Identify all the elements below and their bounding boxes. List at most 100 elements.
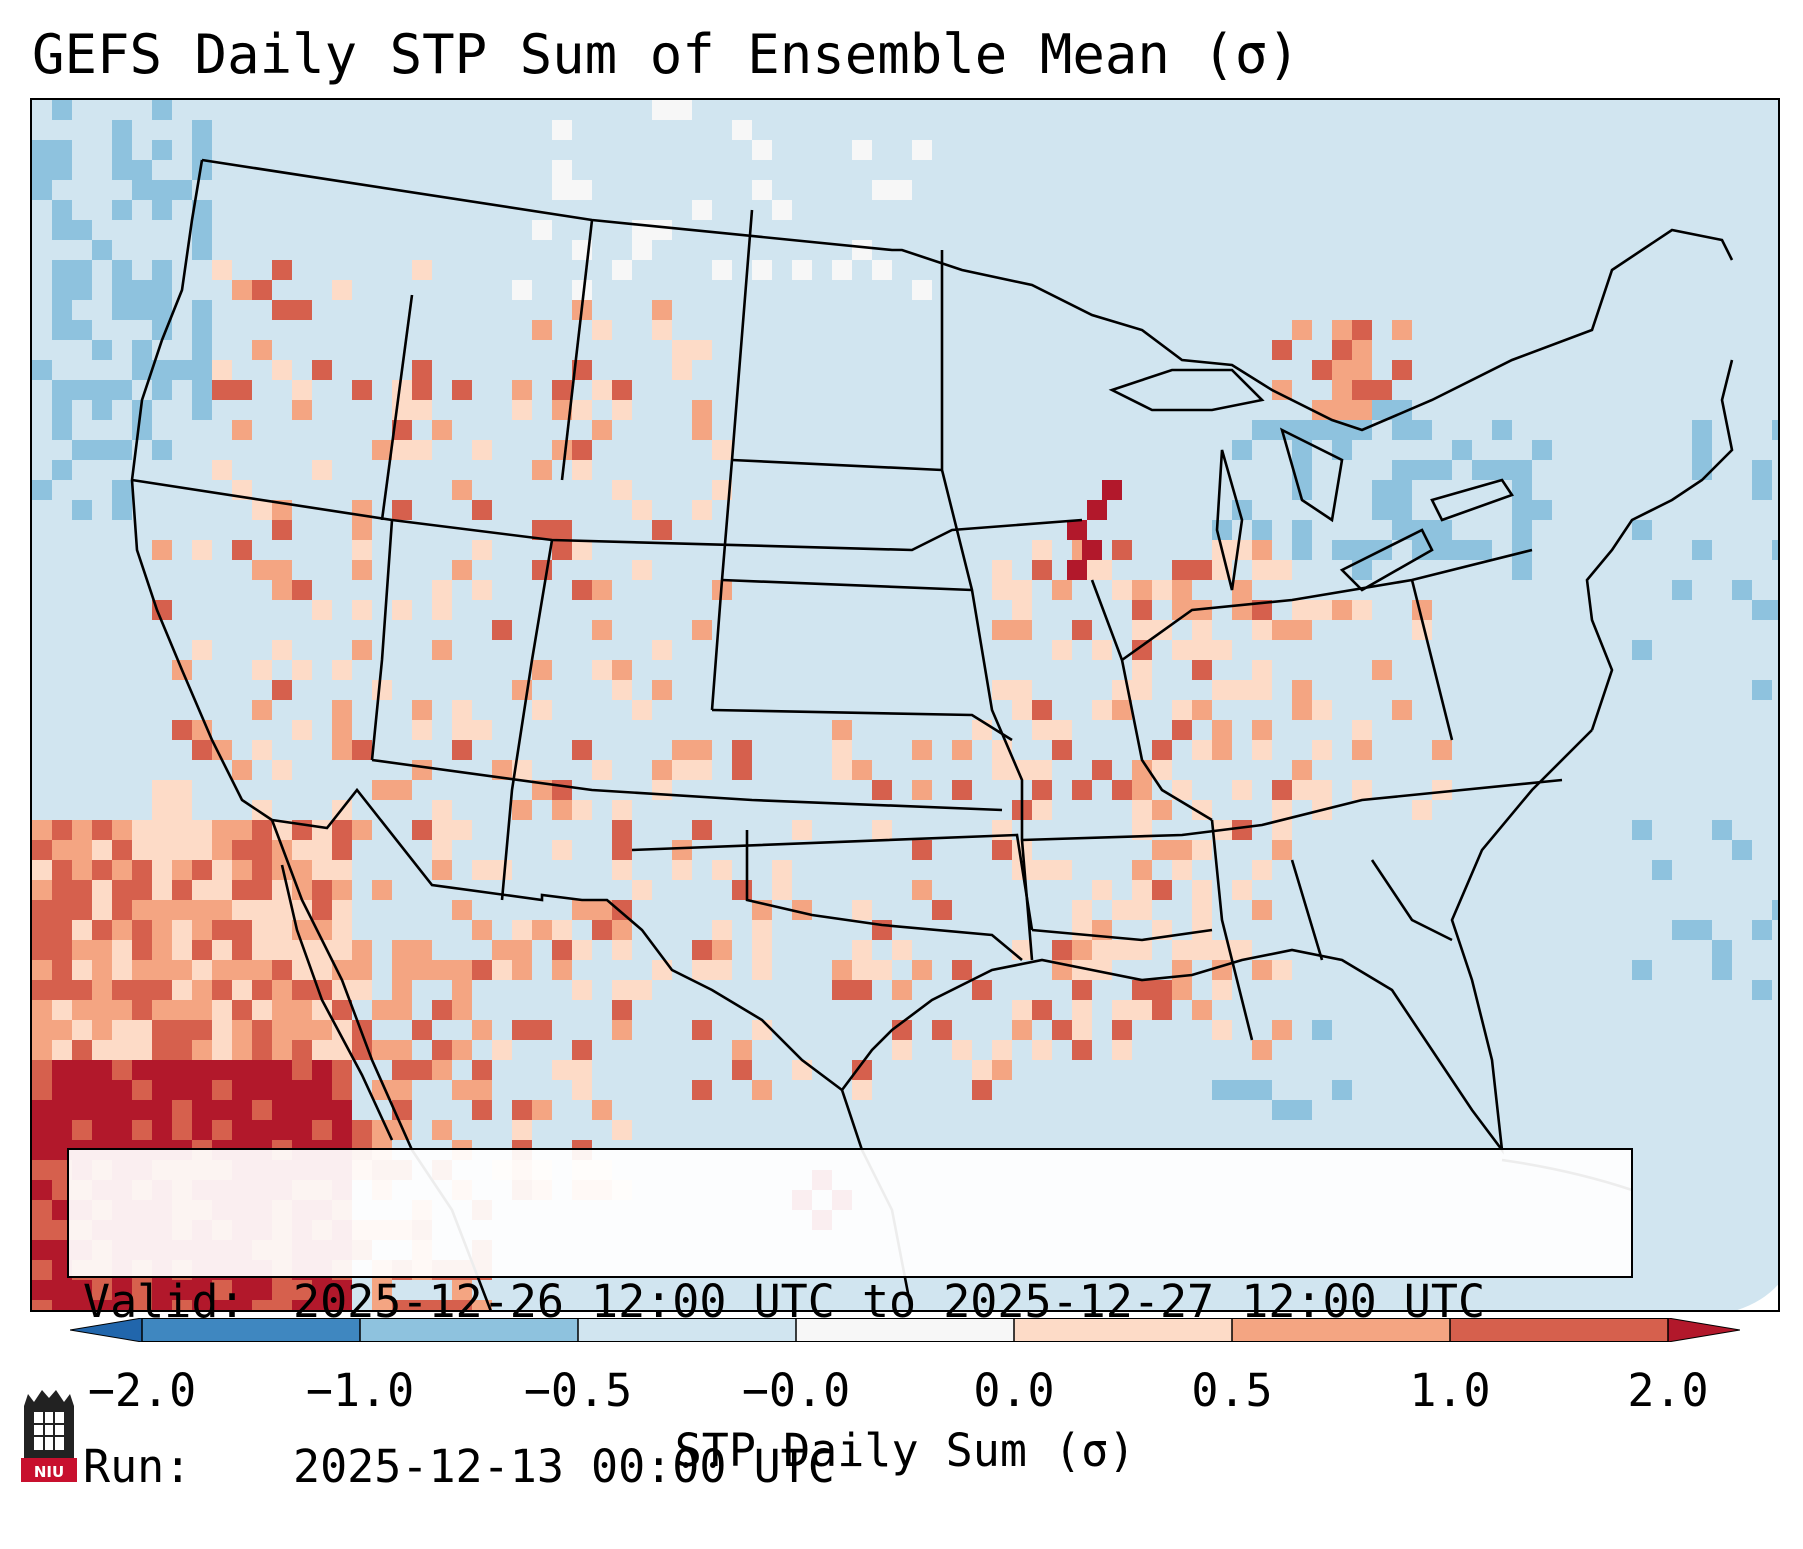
anomaly-cell <box>92 400 112 420</box>
anomaly-cell <box>1352 560 1372 580</box>
anomaly-cell <box>232 1300 252 1310</box>
anomaly-cell <box>1152 880 1172 900</box>
anomaly-cell <box>572 540 592 560</box>
state-line <box>371 758 1003 812</box>
anomaly-cell <box>472 920 492 940</box>
anomaly-cell <box>1052 580 1072 600</box>
anomaly-cell <box>132 280 152 300</box>
anomaly-cell <box>1312 740 1332 760</box>
anomaly-cell <box>1212 640 1232 660</box>
anomaly-cell <box>152 780 172 800</box>
anomaly-cell <box>372 880 392 900</box>
anomaly-cell <box>1192 840 1212 860</box>
anomaly-cell <box>532 660 552 680</box>
anomaly-cell <box>1072 940 1092 960</box>
anomaly-cell <box>992 1040 1012 1060</box>
anomaly-cell <box>172 780 192 800</box>
state-line <box>1021 778 1563 842</box>
anomaly-cell <box>352 1120 372 1140</box>
anomaly-cell <box>1032 800 1052 820</box>
anomaly-cell <box>32 860 52 880</box>
anomaly-cell <box>192 300 212 320</box>
anomaly-cell <box>172 1020 192 1040</box>
anomaly-cell <box>192 1300 212 1310</box>
anomaly-cell <box>492 860 512 880</box>
anomaly-cell <box>252 860 272 880</box>
anomaly-cell <box>1332 600 1352 620</box>
anomaly-cell <box>252 820 272 840</box>
anomaly-cell <box>772 880 792 900</box>
anomaly-cell <box>372 440 392 460</box>
anomaly-cell <box>32 180 52 200</box>
anomaly-cell <box>72 1060 92 1080</box>
anomaly-cell <box>132 360 152 380</box>
anomaly-cell <box>1272 960 1292 980</box>
anomaly-cell <box>412 380 432 400</box>
anomaly-cell <box>1192 640 1212 660</box>
anomaly-cell <box>512 1100 532 1120</box>
anomaly-cell <box>1752 480 1772 500</box>
anomaly-cell <box>92 1100 112 1120</box>
anomaly-cell <box>212 1280 232 1300</box>
anomaly-cell <box>32 1080 52 1100</box>
anomaly-cell <box>1752 920 1772 940</box>
anomaly-cell <box>212 360 232 380</box>
anomaly-cell <box>232 920 252 940</box>
anomaly-cell <box>1692 420 1712 440</box>
anomaly-cell <box>292 400 312 420</box>
anomaly-cell <box>152 1300 172 1310</box>
anomaly-cell <box>572 1060 592 1080</box>
anomaly-cell <box>152 300 172 320</box>
anomaly-cell <box>32 980 52 1000</box>
anomaly-cell <box>72 1120 92 1140</box>
anomaly-cell <box>1072 920 1092 940</box>
anomaly-cell <box>1192 620 1212 640</box>
anomaly-cell <box>172 180 192 200</box>
anomaly-cell <box>572 360 592 380</box>
anomaly-cell <box>92 820 112 840</box>
anomaly-cell <box>152 1000 172 1020</box>
anomaly-cell <box>332 1120 352 1140</box>
anomaly-cell <box>212 840 232 860</box>
anomaly-cell <box>232 940 252 960</box>
anomaly-cell <box>632 980 652 1000</box>
anomaly-cell <box>92 900 112 920</box>
anomaly-cell <box>1032 1040 1052 1060</box>
anomaly-cell <box>532 460 552 480</box>
anomaly-cell <box>212 740 232 760</box>
anomaly-cell <box>332 1060 352 1080</box>
anomaly-cell <box>652 320 672 340</box>
anomaly-cell <box>992 760 1012 780</box>
anomaly-cell <box>312 1040 332 1060</box>
anomaly-cell <box>172 820 192 840</box>
anomaly-cell <box>852 980 872 1000</box>
anomaly-cell <box>252 1100 272 1120</box>
anomaly-cell <box>272 1300 292 1310</box>
anomaly-cell <box>1102 480 1122 500</box>
anomaly-cell <box>892 180 912 200</box>
anomaly-cell <box>952 780 972 800</box>
anomaly-cell <box>452 1040 472 1060</box>
anomaly-cell <box>532 1100 552 1120</box>
anomaly-cell <box>32 840 52 860</box>
anomaly-cell <box>1352 380 1372 400</box>
anomaly-cell <box>452 820 472 840</box>
anomaly-cell <box>1492 420 1512 440</box>
anomaly-cell <box>212 1120 232 1140</box>
anomaly-cell <box>32 1060 52 1080</box>
anomaly-cell <box>32 820 52 840</box>
anomaly-cell <box>252 1300 272 1310</box>
anomaly-cell <box>212 880 232 900</box>
anomaly-cell <box>52 1060 72 1080</box>
anomaly-cell <box>552 540 572 560</box>
anomaly-cell <box>172 1120 192 1140</box>
anomaly-cell <box>1112 1020 1132 1040</box>
anomaly-cell <box>432 860 452 880</box>
anomaly-cell <box>132 1300 152 1310</box>
state-line <box>711 708 1013 742</box>
anomaly-cell <box>32 1040 52 1060</box>
anomaly-cell <box>252 1280 272 1300</box>
anomaly-cell <box>912 840 932 860</box>
anomaly-cell <box>252 900 272 920</box>
anomaly-cell <box>892 980 912 1000</box>
